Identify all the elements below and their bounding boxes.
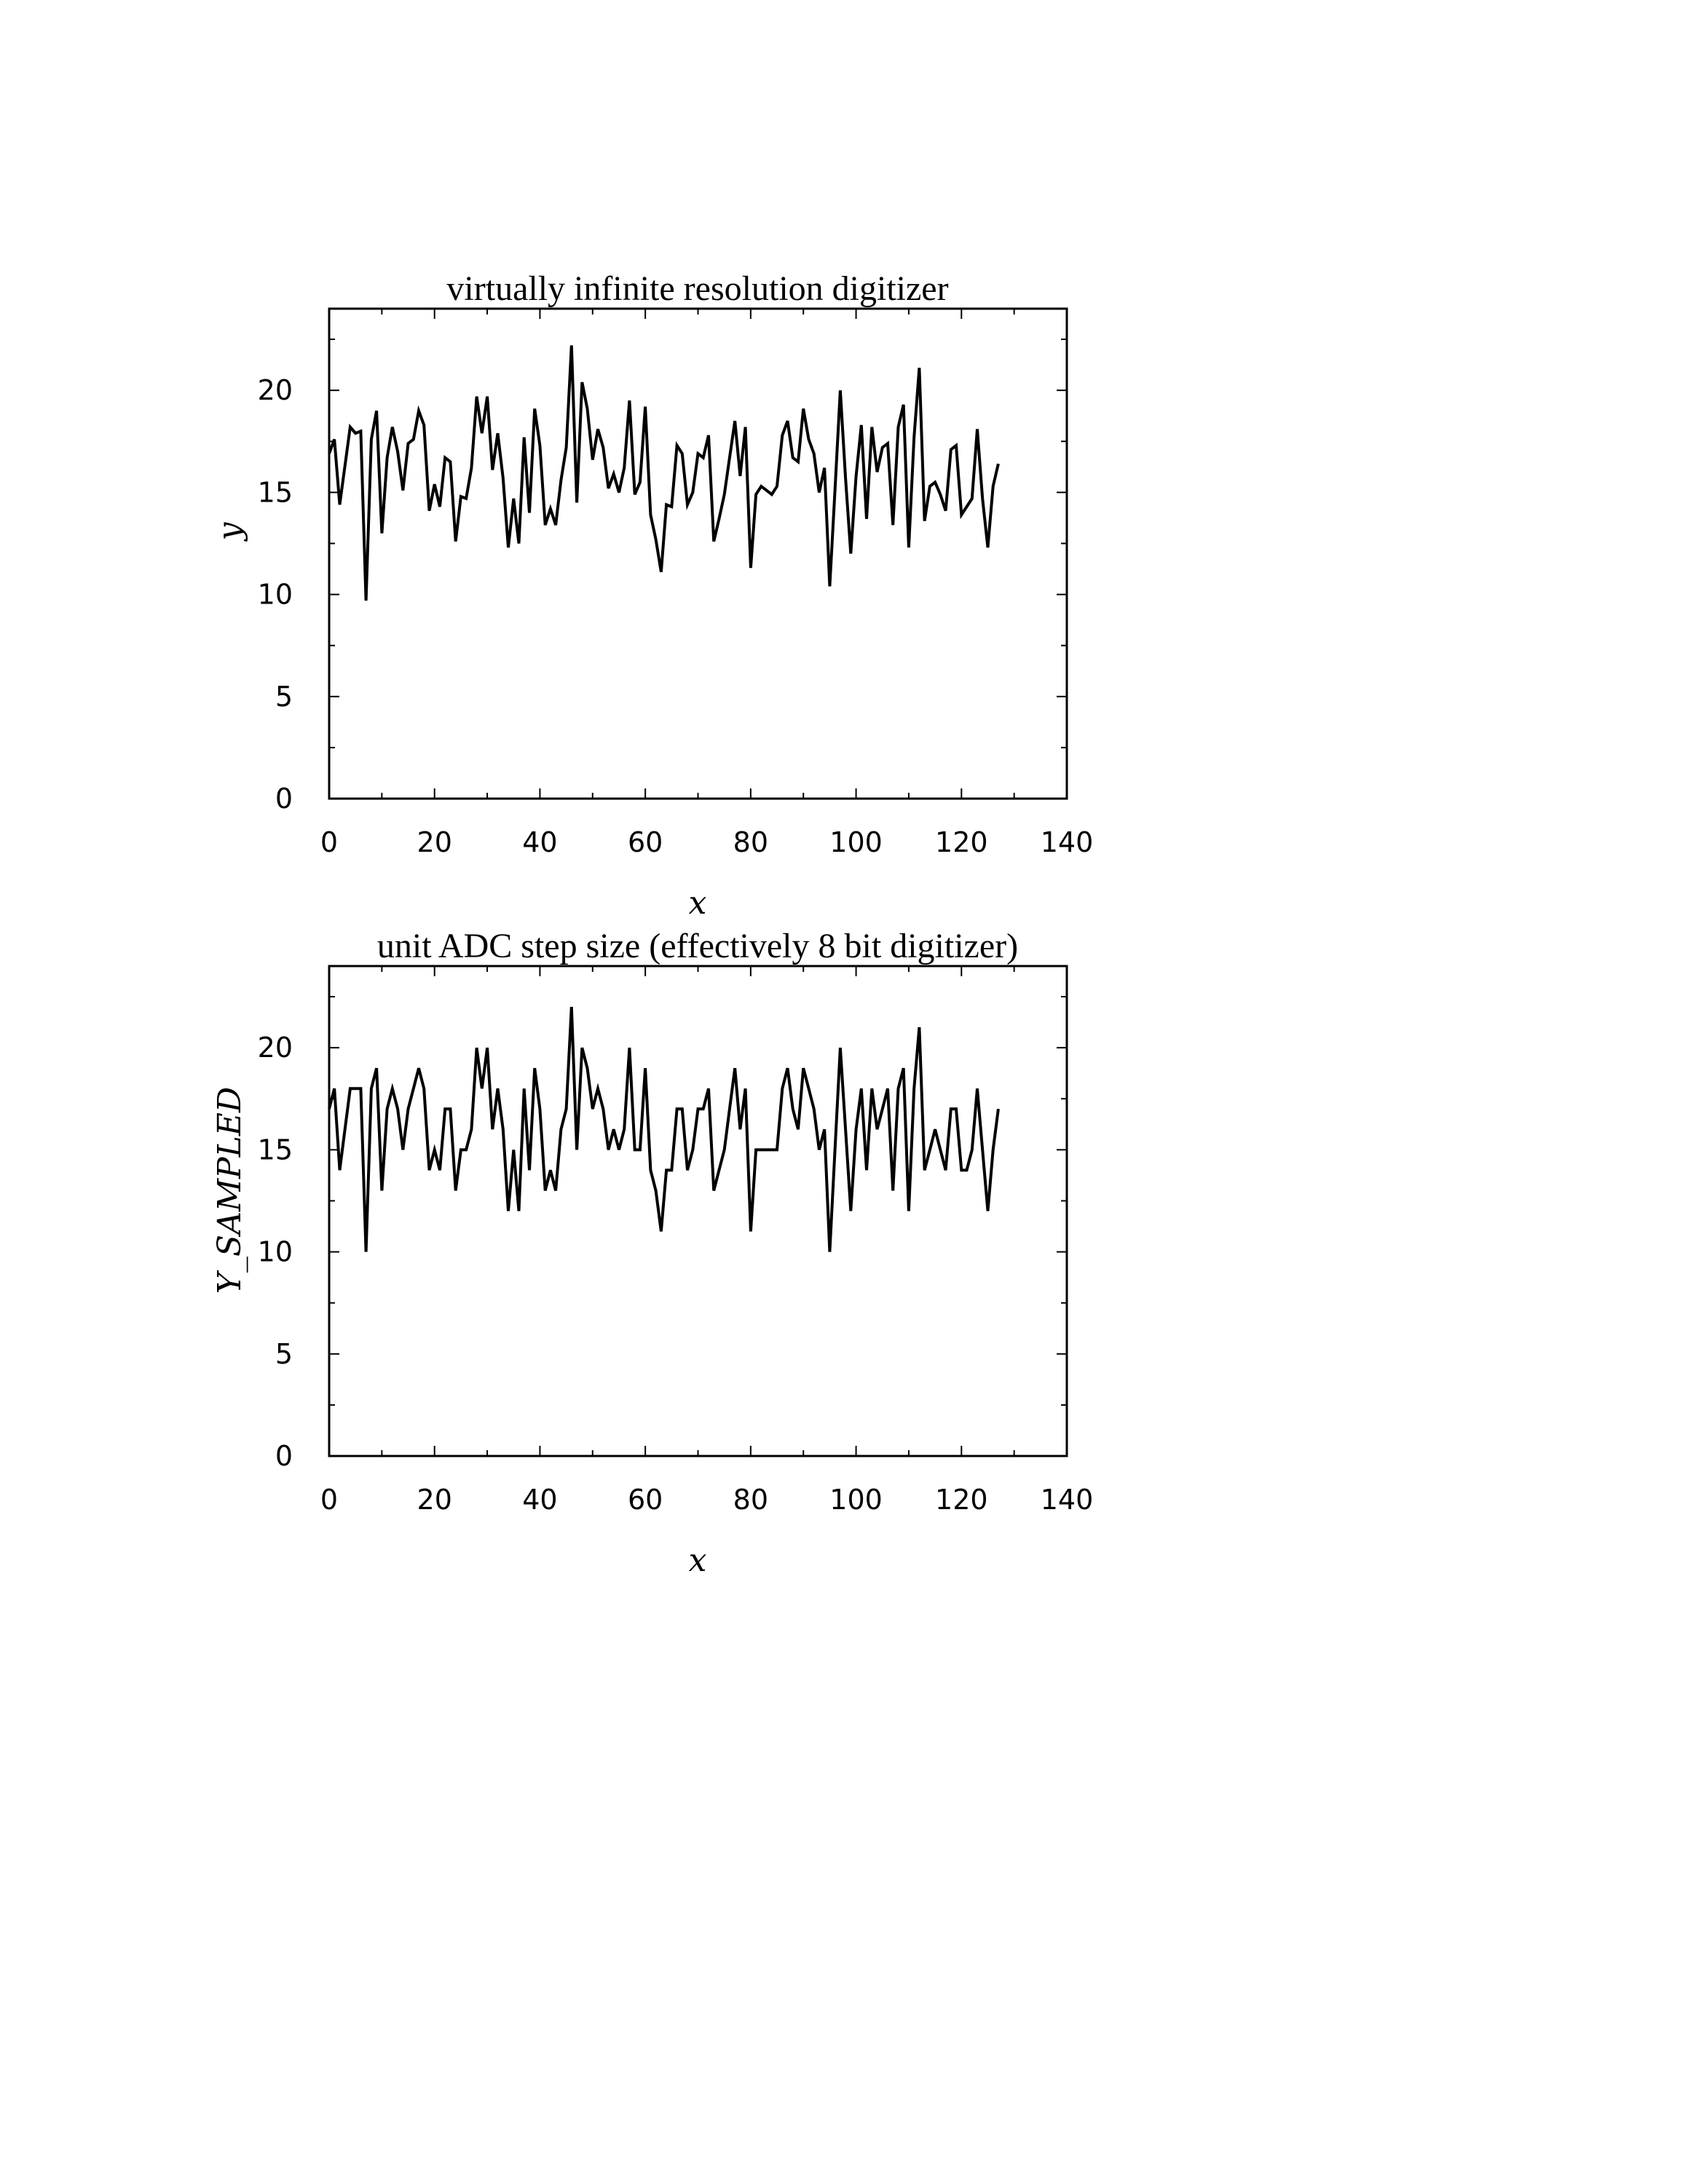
- y-tick-label: 5: [275, 1338, 293, 1370]
- x-tick-label: 80: [733, 1484, 768, 1516]
- chart-panel-top: virtually infinite resolution digitizer …: [211, 269, 1093, 922]
- x-tick-label: 100: [829, 826, 883, 858]
- y-tick-label: 20: [258, 1032, 293, 1064]
- x-tick-label: 20: [417, 1484, 452, 1516]
- x-tick-label: 0: [320, 1484, 338, 1516]
- x-tick-label: 40: [522, 1484, 557, 1516]
- chart-panel-bottom: unit ADC step size (effectively 8 bit di…: [211, 927, 1093, 1579]
- x-tick-label: 120: [935, 1484, 988, 1516]
- y-tick-label: 10: [258, 579, 293, 611]
- series-line: [328, 345, 1000, 601]
- y-tick-label: 20: [258, 374, 293, 406]
- x-tick-label: 60: [628, 1484, 663, 1516]
- plot-frame: [328, 965, 1068, 1457]
- x-tick-label: 100: [829, 1484, 883, 1516]
- y-tick-label: 15: [258, 476, 293, 508]
- x-tick-label: 60: [628, 826, 663, 858]
- x-axis-label: x: [689, 1542, 707, 1579]
- y-tick-label: 10: [258, 1236, 293, 1268]
- axis-ticks: [328, 966, 1068, 1457]
- y-tick-label: 0: [275, 783, 293, 815]
- chart-title: virtually infinite resolution digitizer: [446, 269, 948, 308]
- y-tick-label: 0: [275, 1440, 293, 1472]
- x-tick-label: 40: [522, 826, 557, 858]
- x-tick-label: 80: [733, 826, 768, 858]
- tick-labels: 0 20 40 60 80 100 120 140 0 5 10 15 20: [258, 374, 1094, 858]
- x-tick-label: 120: [935, 826, 988, 858]
- x-tick-label: 20: [417, 826, 452, 858]
- y-axis-label: y: [211, 521, 248, 542]
- x-axis-label: x: [689, 885, 707, 922]
- y-tick-label: 15: [258, 1133, 293, 1166]
- chart-title: unit ADC step size (effectively 8 bit di…: [377, 927, 1018, 965]
- x-tick-label: 140: [1041, 826, 1094, 858]
- y-axis-label: Y_SAMPLED: [211, 1087, 248, 1294]
- y-tick-label: 5: [275, 681, 293, 713]
- tick-labels: 0 20 40 60 80 100 120 140 0 5 10 15 20: [258, 1032, 1094, 1516]
- x-tick-label: 0: [320, 826, 338, 858]
- series-line: [328, 1006, 1000, 1252]
- plot-frame: [328, 307, 1068, 800]
- axis-ticks: [328, 309, 1068, 799]
- x-tick-label: 140: [1041, 1484, 1094, 1516]
